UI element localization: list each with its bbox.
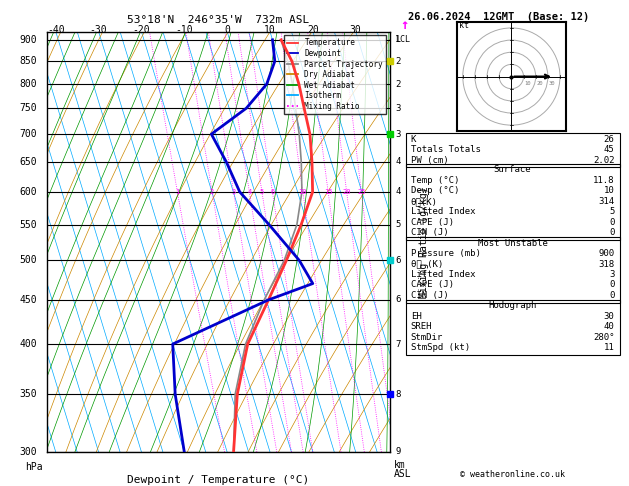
Text: 450: 450 (19, 295, 37, 305)
Text: CAPE (J): CAPE (J) (411, 280, 454, 290)
Text: ASL: ASL (393, 469, 411, 479)
Text: 500: 500 (19, 255, 37, 265)
Text: 0: 0 (609, 218, 615, 227)
Text: Most Unstable: Most Unstable (477, 239, 548, 248)
Text: 5: 5 (260, 189, 264, 195)
Text: 3: 3 (395, 104, 401, 113)
Text: 7: 7 (395, 340, 401, 348)
Text: 26: 26 (604, 135, 615, 144)
Text: hPa: hPa (25, 463, 43, 472)
Text: km: km (393, 460, 405, 470)
Text: 9: 9 (395, 448, 401, 456)
Text: 10: 10 (264, 25, 276, 35)
Text: 1: 1 (175, 189, 179, 195)
Text: 3: 3 (395, 130, 401, 139)
Text: 20: 20 (537, 81, 543, 86)
Text: Hodograph: Hodograph (489, 301, 537, 311)
Text: CIN (J): CIN (J) (411, 228, 448, 237)
Text: -20: -20 (133, 25, 150, 35)
Text: CAPE (J): CAPE (J) (411, 218, 454, 227)
Text: 750: 750 (19, 103, 37, 113)
Text: 5: 5 (395, 220, 401, 229)
Text: 900: 900 (19, 35, 37, 45)
Text: © weatheronline.co.uk: © weatheronline.co.uk (460, 469, 565, 479)
Text: 6: 6 (395, 256, 401, 265)
Text: 650: 650 (19, 157, 37, 167)
Text: CIN (J): CIN (J) (411, 291, 448, 300)
Text: 2: 2 (395, 80, 401, 88)
Text: 2: 2 (395, 57, 401, 66)
Text: 1: 1 (395, 35, 401, 44)
Text: 3: 3 (609, 270, 615, 279)
Text: 400: 400 (19, 339, 37, 349)
Text: 53°18'N  246°35'W  732m ASL: 53°18'N 246°35'W 732m ASL (128, 15, 309, 25)
Text: -10: -10 (175, 25, 193, 35)
Text: 11.8: 11.8 (593, 176, 615, 185)
Text: 20: 20 (342, 189, 351, 195)
Text: 0: 0 (224, 25, 230, 35)
Text: Lifted Index: Lifted Index (411, 207, 476, 216)
Text: 700: 700 (19, 129, 37, 139)
Text: 30: 30 (350, 25, 362, 35)
Text: Temp (°C): Temp (°C) (411, 176, 459, 185)
Text: Lifted Index: Lifted Index (411, 270, 476, 279)
Legend: Temperature, Dewpoint, Parcel Trajectory, Dry Adiabat, Wet Adiabat, Isotherm, Mi: Temperature, Dewpoint, Parcel Trajectory… (284, 35, 386, 114)
Text: StmDir: StmDir (411, 332, 443, 342)
Text: 280°: 280° (593, 332, 615, 342)
Text: 30: 30 (604, 312, 615, 321)
Text: 300: 300 (19, 447, 37, 457)
Text: 0: 0 (609, 291, 615, 300)
Text: 6: 6 (270, 189, 274, 195)
Text: 0: 0 (609, 280, 615, 290)
Text: 4: 4 (247, 189, 252, 195)
Text: 314: 314 (598, 197, 615, 206)
Text: 20: 20 (307, 25, 319, 35)
Text: θᴄ(K): θᴄ(K) (411, 197, 438, 206)
Text: 10: 10 (525, 81, 532, 86)
Text: Pressure (mb): Pressure (mb) (411, 249, 481, 258)
Text: 25: 25 (357, 189, 365, 195)
Text: Totals Totals: Totals Totals (411, 145, 481, 154)
Text: 10: 10 (604, 186, 615, 195)
Text: Dewpoint / Temperature (°C): Dewpoint / Temperature (°C) (128, 475, 309, 485)
Text: 318: 318 (598, 260, 615, 269)
Text: 8: 8 (395, 390, 401, 399)
Text: 2.02: 2.02 (593, 156, 615, 165)
Text: 10: 10 (299, 189, 307, 195)
Text: -40: -40 (47, 25, 65, 35)
Text: LCL: LCL (395, 35, 410, 44)
Text: 900: 900 (598, 249, 615, 258)
Text: -30: -30 (90, 25, 108, 35)
Text: 26.06.2024  12GMT  (Base: 12): 26.06.2024 12GMT (Base: 12) (408, 12, 589, 22)
Text: Dewp (°C): Dewp (°C) (411, 186, 459, 195)
Text: 550: 550 (19, 220, 37, 229)
Text: 800: 800 (19, 79, 37, 89)
Text: Surface: Surface (494, 165, 532, 174)
Text: 350: 350 (19, 389, 37, 399)
Text: 4: 4 (395, 157, 401, 166)
Text: 40: 40 (604, 322, 615, 331)
Text: Mixing Ratio (g/kg): Mixing Ratio (g/kg) (420, 186, 429, 297)
Text: 45: 45 (604, 145, 615, 154)
Text: 15: 15 (324, 189, 332, 195)
Text: 5: 5 (609, 207, 615, 216)
Text: 6: 6 (395, 295, 401, 304)
Text: 4: 4 (395, 188, 401, 196)
Text: ↑: ↑ (400, 18, 408, 33)
Text: EH: EH (411, 312, 421, 321)
Text: 600: 600 (19, 187, 37, 197)
Text: StmSpd (kt): StmSpd (kt) (411, 343, 470, 352)
Text: 2: 2 (210, 189, 214, 195)
Text: 0: 0 (609, 228, 615, 237)
Text: K: K (411, 135, 416, 144)
Text: PW (cm): PW (cm) (411, 156, 448, 165)
Text: 3: 3 (231, 189, 236, 195)
Text: kt: kt (459, 21, 469, 30)
Text: 30: 30 (549, 81, 555, 86)
Text: SREH: SREH (411, 322, 432, 331)
Text: θᴄ (K): θᴄ (K) (411, 260, 443, 269)
Text: 11: 11 (604, 343, 615, 352)
Text: 850: 850 (19, 56, 37, 66)
